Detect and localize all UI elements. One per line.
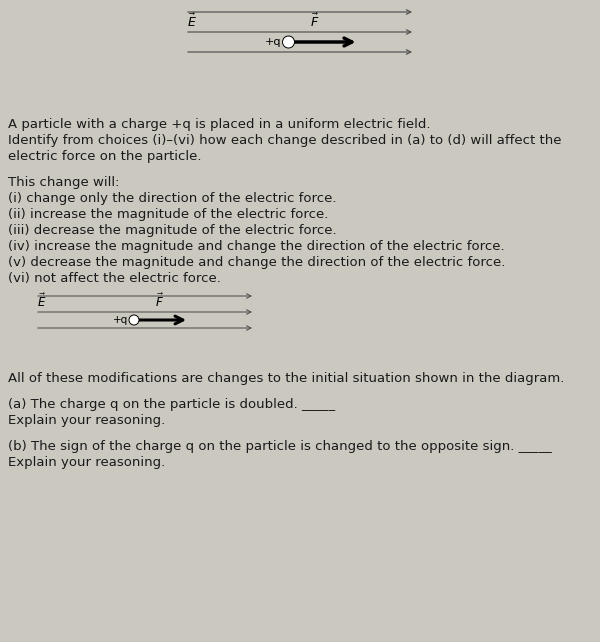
Text: +q: +q	[113, 315, 128, 325]
Text: (vi) not affect the electric force.: (vi) not affect the electric force.	[8, 272, 221, 285]
Text: $\vec{E}$: $\vec{E}$	[187, 13, 197, 30]
Circle shape	[283, 36, 295, 48]
Text: (iv) increase the magnitude and change the direction of the electric force.: (iv) increase the magnitude and change t…	[8, 240, 505, 253]
Text: (i) change only the direction of the electric force.: (i) change only the direction of the ele…	[8, 192, 337, 205]
Text: $\vec{F}$: $\vec{F}$	[155, 293, 164, 310]
Text: (iii) decrease the magnitude of the electric force.: (iii) decrease the magnitude of the elec…	[8, 224, 337, 237]
Text: electric force on the particle.: electric force on the particle.	[8, 150, 202, 163]
Circle shape	[129, 315, 139, 325]
Text: +q: +q	[265, 37, 281, 47]
Text: All of these modifications are changes to the initial situation shown in the dia: All of these modifications are changes t…	[8, 372, 565, 385]
Text: (ii) increase the magnitude of the electric force.: (ii) increase the magnitude of the elect…	[8, 208, 328, 221]
Text: Identify from choices (i)–(vi) how each change described in (a) to (d) will affe: Identify from choices (i)–(vi) how each …	[8, 134, 562, 147]
Text: (a) The charge q on the particle is doubled. _____: (a) The charge q on the particle is doub…	[8, 398, 335, 411]
Text: (v) decrease the magnitude and change the direction of the electric force.: (v) decrease the magnitude and change th…	[8, 256, 505, 269]
Text: (b) The sign of the charge q on the particle is changed to the opposite sign. __: (b) The sign of the charge q on the part…	[8, 440, 552, 453]
Text: Explain your reasoning.: Explain your reasoning.	[8, 456, 165, 469]
Text: Explain your reasoning.: Explain your reasoning.	[8, 414, 165, 427]
Text: A particle with a charge +q is placed in a uniform electric field.: A particle with a charge +q is placed in…	[8, 118, 431, 131]
Text: $\vec{F}$: $\vec{F}$	[310, 13, 319, 30]
Text: $\vec{E}$: $\vec{E}$	[37, 293, 46, 310]
Text: This change will:: This change will:	[8, 176, 119, 189]
